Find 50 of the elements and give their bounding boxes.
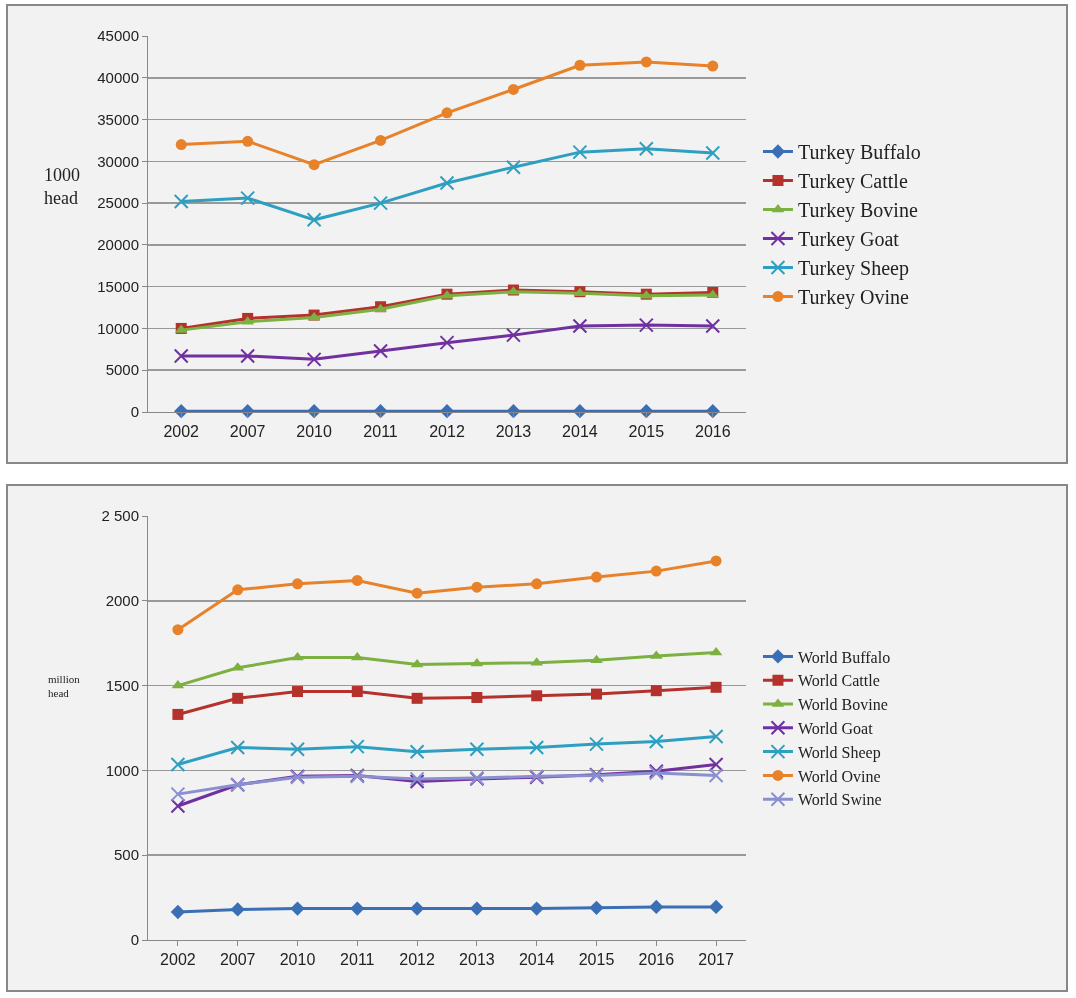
y-tick-label: 1500 — [105, 676, 139, 694]
x-tick-label: 2002 — [163, 423, 200, 441]
x-tick-label: 2010 — [279, 951, 316, 969]
y-tick-label: 40000 — [97, 69, 139, 87]
legend-label: World Swine — [797, 791, 882, 809]
x-tick-label: 2002 — [160, 951, 196, 969]
x-tick-label: 2015 — [628, 423, 665, 441]
y-tick-label: 45000 — [97, 27, 139, 45]
x-tick-label: 2012 — [399, 951, 435, 969]
legend-label: Turkey Cattle — [797, 170, 908, 194]
legend-label: World Bovine — [797, 696, 888, 714]
x-tick-label: 2012 — [429, 423, 465, 441]
x-tick-label: 2015 — [578, 951, 615, 969]
y-tick-label: 10000 — [97, 319, 139, 337]
y-tick-label: 1000 — [105, 761, 139, 779]
y-tick-label: 5000 — [105, 361, 139, 379]
y-tick-label: 0 — [130, 403, 139, 421]
legend-label: World Sheep — [797, 743, 881, 762]
x-tick-label: 2007 — [229, 423, 266, 441]
x-tick-label: 2016 — [638, 951, 675, 969]
legend-label: World Goat — [797, 720, 874, 738]
legend-label: Turkey Ovine — [797, 286, 910, 310]
legend-label: Turkey Bovine — [797, 199, 918, 223]
x-tick-label: 2013 — [495, 423, 532, 441]
y-axis-title: million head — [48, 673, 81, 700]
y-tick-label: 0 — [130, 931, 139, 949]
x-tick-label: 2011 — [363, 423, 398, 441]
y-tick-label: 15000 — [97, 277, 139, 295]
x-tick-label: 2010 — [296, 423, 333, 441]
x-tick-label: 2011 — [340, 951, 375, 969]
legend-label: Turkey Sheep — [797, 257, 909, 281]
y-axis-title: 1000 head — [44, 165, 80, 209]
y-tick-label: 20000 — [97, 236, 139, 254]
legend-label: World Cattle — [797, 672, 880, 690]
x-tick-label: 2016 — [694, 423, 731, 441]
y-tick-label: 35000 — [97, 110, 139, 128]
y-tick-label: 30000 — [97, 152, 139, 170]
legend-label: World Ovine — [797, 767, 881, 785]
x-tick-label: 2014 — [518, 951, 555, 969]
x-tick-label: 2014 — [562, 423, 598, 441]
y-tick-label: 2 500 — [101, 507, 139, 525]
legend-label: World Buffalo — [797, 648, 891, 666]
x-tick-label: 2013 — [459, 951, 495, 969]
x-tick-label: 2017 — [698, 951, 734, 969]
y-tick-label: 500 — [113, 846, 139, 864]
x-tick-label: 2007 — [219, 951, 256, 969]
y-tick-label: 25000 — [97, 194, 139, 212]
legend-label: Turkey Buffalo — [797, 141, 921, 165]
legend-label: Turkey Goat — [797, 228, 900, 252]
y-tick-label: 2000 — [105, 592, 139, 610]
